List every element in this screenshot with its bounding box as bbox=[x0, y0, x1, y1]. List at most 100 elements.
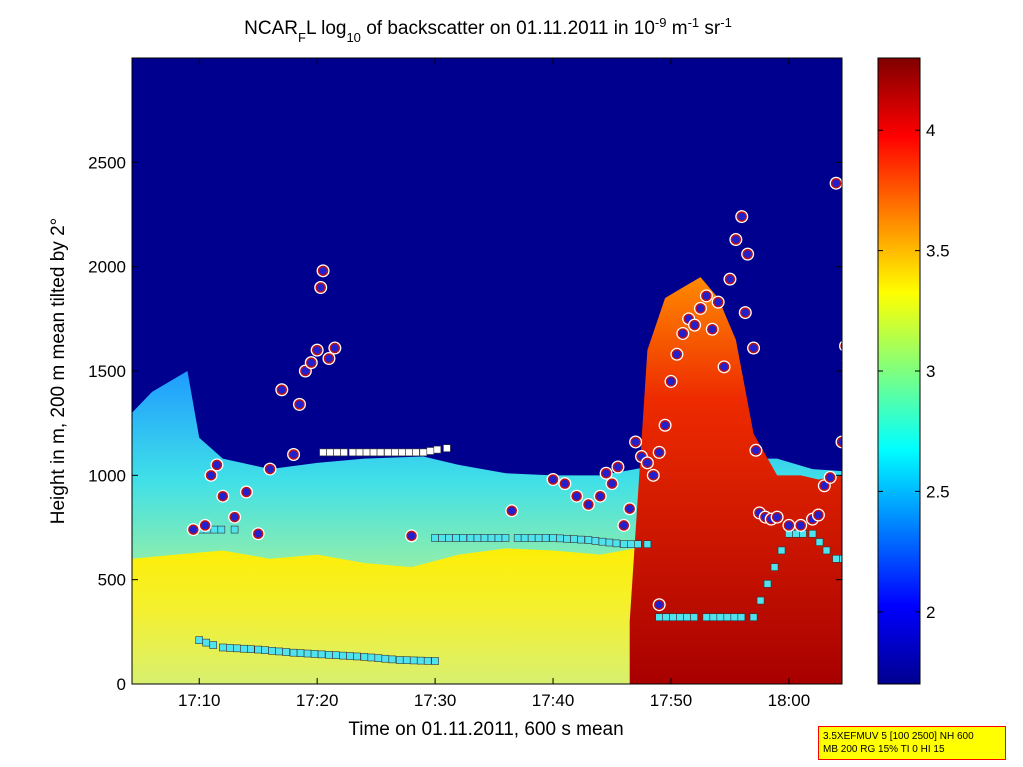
cloud-base-marker-core bbox=[718, 361, 730, 373]
low-layer-marker bbox=[303, 649, 312, 658]
layer-base-marker bbox=[598, 537, 607, 546]
low-layer-marker bbox=[317, 650, 326, 659]
cloud-base-marker-core bbox=[217, 490, 229, 502]
y-tick-label: 0 bbox=[117, 675, 126, 694]
low-layer-marker bbox=[233, 644, 241, 653]
cloud-base-marker-core bbox=[241, 486, 252, 498]
y-tick-label: 2000 bbox=[88, 258, 126, 277]
low-layer-marker bbox=[367, 653, 376, 662]
layer-top-marker bbox=[419, 448, 428, 457]
y-tick-label: 2500 bbox=[88, 153, 126, 172]
cloud-base-marker-core bbox=[659, 420, 671, 431]
cloud-base-marker-core bbox=[771, 511, 783, 523]
x-axis-label: Time on 01.11.2011, 600 s mean bbox=[348, 719, 623, 740]
layer-base-marker bbox=[549, 534, 557, 542]
x-tick-label: 18:00 bbox=[768, 691, 811, 710]
cloud-base-marker bbox=[841, 357, 842, 364]
layer-base-marker bbox=[230, 525, 239, 534]
layer-top-marker bbox=[391, 448, 399, 457]
cloud-base-marker-core bbox=[730, 234, 742, 245]
layer-base-marker bbox=[570, 535, 578, 543]
low-layer-marker bbox=[209, 641, 218, 649]
low-layer-marker bbox=[339, 651, 347, 660]
cloud-base-marker-core bbox=[288, 449, 299, 460]
info-line-1: 3.5XEFMUV 5 [100 2500] NH 600 bbox=[823, 731, 974, 742]
cloud-base-marker-core bbox=[642, 457, 653, 469]
low-layer-marker bbox=[202, 638, 211, 647]
low-layer-marker bbox=[723, 613, 732, 622]
layer-base-marker bbox=[210, 525, 219, 534]
cloud-base-marker-core bbox=[750, 445, 762, 456]
layer-base-marker bbox=[487, 534, 496, 542]
low-layer-marker bbox=[219, 643, 227, 652]
cloud-base-marker-core bbox=[724, 273, 736, 285]
y-tick-label: 500 bbox=[98, 571, 126, 590]
low-layer-marker bbox=[332, 651, 340, 660]
low-layer-marker bbox=[402, 656, 411, 665]
layer-base-marker bbox=[534, 534, 543, 542]
cloud-base-marker-core bbox=[748, 342, 759, 354]
layer-top-marker bbox=[326, 448, 334, 457]
low-layer-marker bbox=[702, 613, 711, 622]
low-layer-marker bbox=[763, 580, 772, 588]
low-layer-marker bbox=[226, 644, 234, 652]
layer-top-marker bbox=[433, 445, 442, 454]
low-layer-marker bbox=[822, 546, 831, 555]
cloud-base-marker-core bbox=[736, 211, 748, 222]
cloud-base-marker-core bbox=[783, 520, 795, 531]
low-layer-marker bbox=[346, 652, 354, 660]
cloud-base-marker-core bbox=[742, 248, 753, 260]
layer-base-marker bbox=[584, 536, 593, 544]
low-layer-markers bbox=[195, 529, 842, 665]
low-layer-marker bbox=[360, 653, 369, 661]
layer-top-marker bbox=[376, 448, 385, 457]
cloud-base-marker-core bbox=[701, 290, 712, 302]
layer-base-marker bbox=[480, 534, 489, 542]
cloud-base-marker-core bbox=[188, 524, 199, 535]
cloud-base-marker bbox=[853, 531, 866, 544]
low-layer-marker bbox=[261, 646, 269, 654]
cloud-base-marker-core bbox=[559, 478, 571, 489]
low-layer-marker bbox=[683, 613, 691, 622]
low-layer-marker bbox=[662, 613, 670, 622]
colorbar-tick-label: 2.5 bbox=[926, 482, 950, 501]
layer-top-marker bbox=[348, 448, 357, 457]
layer-base-marker bbox=[643, 540, 652, 548]
layer-base-marker bbox=[577, 535, 585, 544]
low-layer-marker bbox=[730, 613, 739, 622]
cloud-base-marker-core bbox=[199, 520, 211, 531]
layer-top-marker bbox=[340, 448, 348, 457]
cloud-column bbox=[629, 277, 842, 684]
low-layer-marker bbox=[296, 649, 305, 657]
layer-top-marker bbox=[333, 448, 341, 457]
layer-base-marker bbox=[612, 539, 621, 548]
cloud-base-marker-core bbox=[846, 465, 855, 474]
layer-base-marker bbox=[620, 540, 628, 548]
low-layer-marker bbox=[770, 563, 779, 571]
cloud-base-marker-core bbox=[648, 470, 659, 481]
cloud-base-marker-core bbox=[836, 436, 842, 448]
cloud-base-marker bbox=[865, 534, 878, 547]
layer-base-marker bbox=[527, 534, 536, 542]
plot-area bbox=[132, 58, 878, 684]
cloud-base-marker-core bbox=[665, 376, 677, 387]
cloud-base-marker-core bbox=[712, 296, 724, 308]
layer-top-marker bbox=[355, 448, 364, 457]
x-axis: 17:10 17:20 17:30 17:40 17:50 18:00 bbox=[178, 58, 810, 710]
low-layer-marker bbox=[655, 613, 663, 622]
cloud-base-marker-core bbox=[276, 384, 288, 396]
layer-top-marker bbox=[369, 448, 378, 457]
cloud-base-marker-core bbox=[294, 399, 305, 410]
cloud-base-marker-core bbox=[843, 356, 852, 365]
layer-top-marker bbox=[384, 448, 392, 457]
low-layer-marker bbox=[709, 613, 718, 622]
cloud-base-marker bbox=[844, 463, 857, 476]
layer-base-marker bbox=[627, 540, 635, 548]
cloud-base-marker-core bbox=[311, 344, 323, 356]
cloud-base-marker-core bbox=[695, 303, 706, 314]
low-layer-marker bbox=[669, 613, 677, 622]
low-layer-marker bbox=[388, 655, 397, 664]
cloud-base-marker-core bbox=[506, 505, 518, 517]
layer-base-marker bbox=[541, 534, 550, 542]
